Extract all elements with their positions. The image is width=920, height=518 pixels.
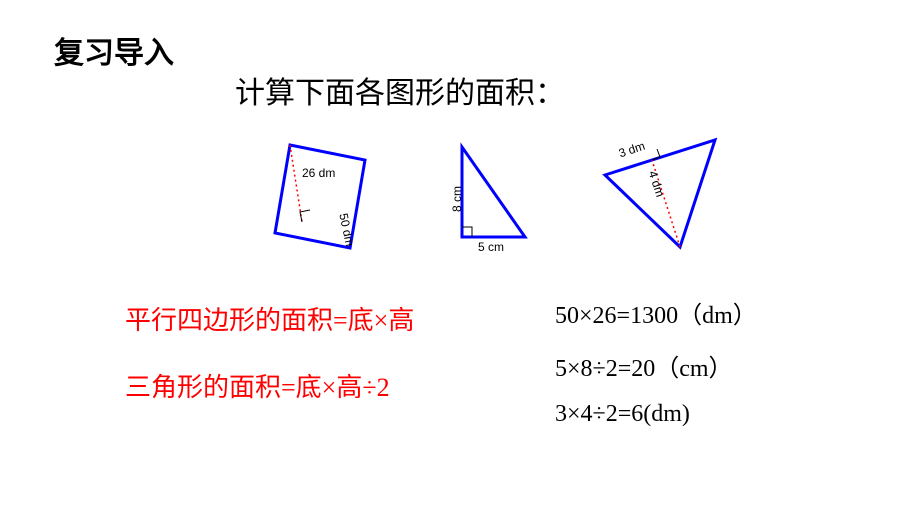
right-triangle-height-label: 8 cm bbox=[450, 186, 464, 212]
calculations-block: 50×26=1300（dm） 5×8÷2=20（cm） 3×4÷2=6(dm) bbox=[555, 295, 757, 446]
parallelogram-shape: 26 dm 50 dm bbox=[250, 140, 395, 255]
formula-parallelogram: 平行四边形的面积=底×高 bbox=[125, 300, 414, 337]
shapes-row: 26 dm 50 dm 8 cm 5 cm 3 dm 4 dm bbox=[0, 130, 920, 270]
formula-triangle: 三角形的面积=底×高÷2 bbox=[125, 367, 414, 404]
triangle-shape: 3 dm 4 dm bbox=[585, 135, 745, 255]
calc-3: 3×4÷2=6(dm) bbox=[555, 401, 757, 428]
formulas-block: 平行四边形的面积=底×高 三角形的面积=底×高÷2 bbox=[125, 300, 414, 434]
parallelogram-height-label: 26 dm bbox=[302, 166, 335, 180]
calc-1: 50×26=1300（dm） bbox=[555, 295, 757, 330]
page-subtitle: 计算下面各图形的面积： bbox=[235, 68, 565, 112]
right-triangle-base-label: 5 cm bbox=[478, 240, 504, 254]
right-triangle-shape: 8 cm 5 cm bbox=[430, 142, 540, 257]
calc-2: 5×8÷2=20（cm） bbox=[555, 348, 757, 383]
section-heading: 复习导入 bbox=[54, 28, 174, 72]
parallelogram-svg bbox=[250, 140, 395, 255]
